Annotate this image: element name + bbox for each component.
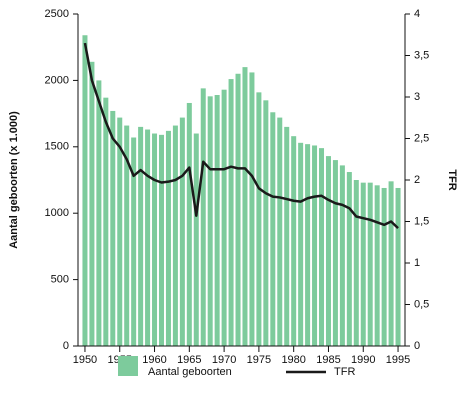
bar: [249, 72, 255, 346]
line: [83, 42, 399, 230]
bar: [165, 130, 171, 346]
y2-tick-label: 2: [414, 174, 420, 186]
bar: [152, 133, 158, 346]
bar: [221, 89, 227, 347]
y2-tick-label: 1,5: [414, 215, 429, 227]
y2-tick-label: 0,5: [414, 298, 429, 310]
bar: [395, 187, 401, 346]
y-tick-label: 0: [63, 340, 69, 352]
x-tick-label: 1990: [351, 354, 375, 366]
bar: [82, 35, 88, 347]
bar: [305, 144, 311, 346]
bar: [277, 117, 283, 346]
bar: [158, 134, 164, 346]
bar: [284, 126, 290, 346]
bar: [291, 136, 297, 346]
bar: [325, 156, 331, 346]
bar: [131, 137, 137, 346]
bar: [256, 92, 262, 347]
bar: [207, 96, 213, 346]
bar: [312, 145, 318, 346]
y-tick-label: 1500: [45, 141, 69, 153]
y2-tick-label: 1: [414, 257, 420, 269]
legend-label: TFR: [334, 366, 355, 378]
legend-swatch: [118, 356, 138, 376]
bar: [298, 142, 304, 346]
bar: [145, 129, 151, 346]
bar: [172, 125, 178, 346]
bar: [388, 181, 394, 346]
x-tick-label: 1970: [212, 354, 236, 366]
bar: [346, 172, 352, 346]
bar: [360, 182, 366, 346]
x-tick-label: 1985: [316, 354, 340, 366]
bar: [179, 117, 185, 346]
x-tick-label: 1975: [247, 354, 271, 366]
x-tick-label: 1965: [177, 354, 201, 366]
legend-label: Aantal geboorten: [148, 366, 232, 378]
bar: [193, 133, 199, 346]
y-tick-label: 2500: [45, 8, 69, 20]
bar: [214, 95, 220, 347]
x-tick-label: 1980: [281, 354, 305, 366]
bar: [138, 126, 144, 346]
x-tick-label: 1995: [386, 354, 410, 366]
bar: [89, 61, 95, 347]
y-tick-label: 500: [51, 274, 69, 286]
y2-tick-label: 2,5: [414, 132, 429, 144]
y2-tick-label: 3: [414, 91, 420, 103]
bar: [263, 100, 269, 346]
y2-axis-label: TFR: [446, 169, 458, 190]
bar: [374, 185, 380, 346]
x-tick-label: 1960: [142, 354, 166, 366]
bar: [270, 112, 276, 346]
bar: [353, 180, 359, 346]
x-tick-label: 1950: [73, 354, 97, 366]
bar: [319, 148, 325, 346]
bar: [124, 125, 130, 346]
bar: [186, 102, 192, 346]
bar: [200, 88, 206, 347]
y2-tick-label: 4: [414, 8, 420, 20]
y-tick-label: 1000: [45, 207, 69, 219]
bar: [332, 160, 338, 346]
y-axis-label: Aantal geboorten (x 1.000): [8, 111, 20, 249]
y2-tick-label: 0: [414, 340, 420, 352]
bar: [242, 67, 248, 347]
bar: [367, 182, 373, 346]
y2-tick-label: 3,5: [414, 49, 429, 61]
bar: [228, 79, 234, 347]
bar: [96, 80, 102, 347]
bar: [339, 165, 345, 346]
bar: [110, 110, 116, 346]
bar: [381, 187, 387, 346]
bar: [103, 97, 109, 346]
bar: [117, 117, 123, 346]
bar: [235, 73, 241, 346]
y-tick-label: 2000: [45, 74, 69, 86]
